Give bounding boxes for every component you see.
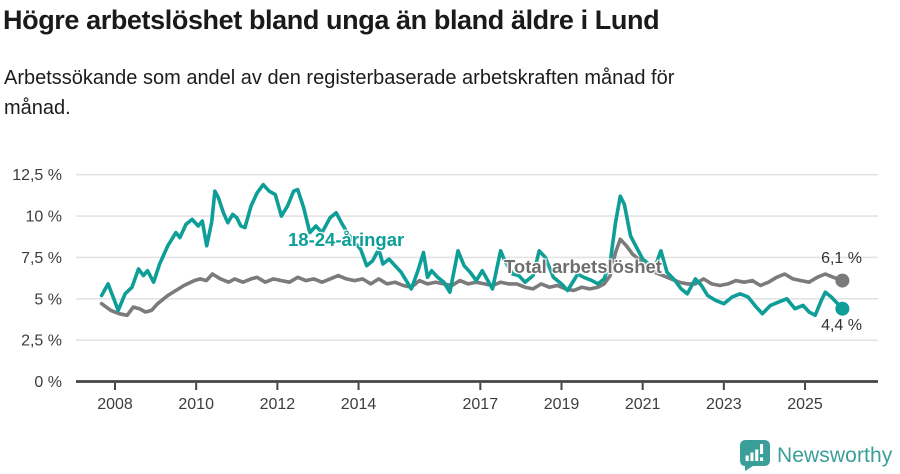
x-tick-label: 2023 [706,396,742,413]
y-tick-label: 5 % [34,291,62,308]
series-line-young [99,182,845,318]
x-tick-label: 2021 [625,396,661,413]
speech-bubble-chart-icon [740,440,770,471]
x-tick-label: 2010 [178,396,214,413]
x-tick-label: 2008 [97,396,133,413]
series-label-young: 18-24-åringar [288,229,405,250]
y-tick-label: 0 % [34,374,62,391]
end-value-label-total: 6,1 % [821,250,862,267]
end-dot-young [835,301,850,316]
x-tick-label: 2014 [341,396,377,413]
chart-title: Högre arbetslöshet bland unga än bland ä… [3,5,660,35]
y-tick-label: 12,5 % [12,167,62,184]
newsworthy-brand-text: Newsworthy [777,443,893,467]
x-tick-label: 2019 [544,396,580,413]
x-tick-label: 2025 [787,396,823,413]
y-tick-label: 10 % [26,209,62,226]
y-tick-label: 2,5 % [21,333,62,350]
y-tick-label: 7,5 % [21,250,62,267]
end-dot-total [835,273,850,288]
x-tick-label: 2012 [260,396,296,413]
end-value-label-young: 4,4 % [821,317,862,334]
chart-subtitle: Arbetssökande som andel av den registerb… [4,67,675,119]
series-line-total [99,237,845,318]
series-label-total: Total arbetslöshet [504,256,662,277]
x-tick-label: 2017 [463,396,499,413]
newsworthy-logo-link[interactable]: Newsworthy [740,440,892,471]
